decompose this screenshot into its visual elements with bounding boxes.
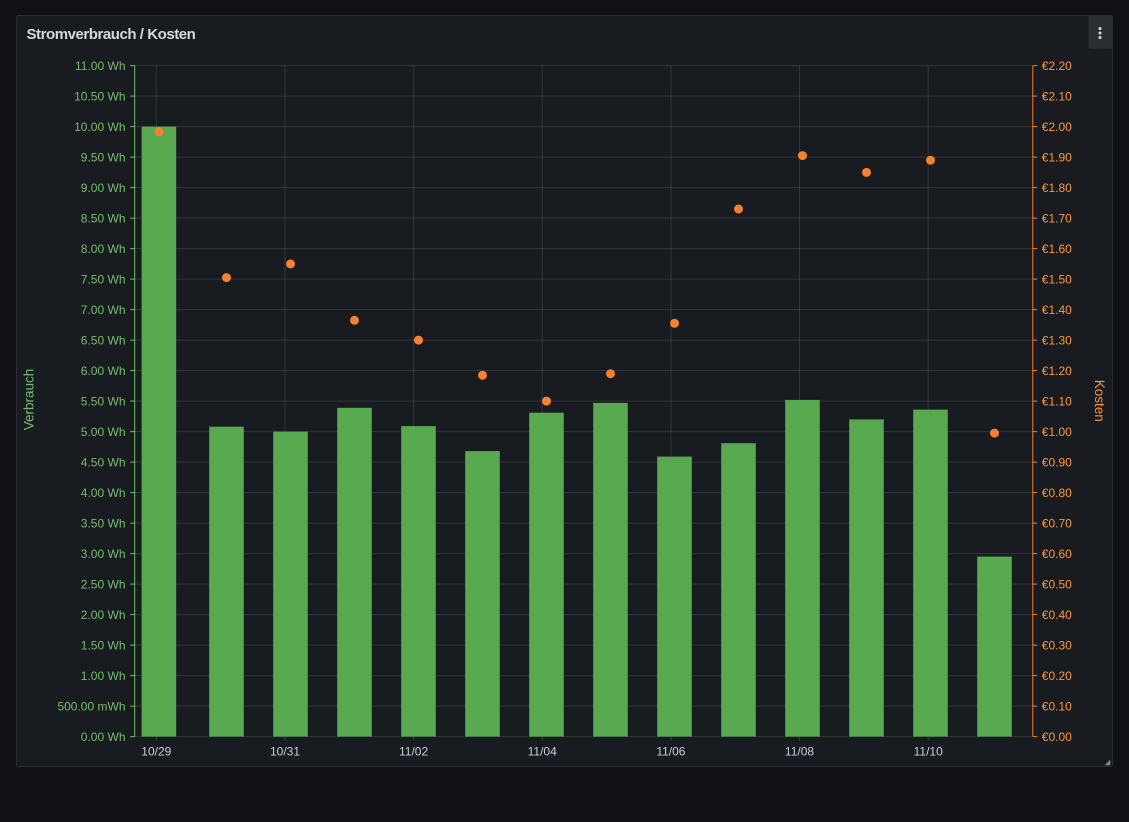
svg-text:10/31: 10/31: [270, 745, 300, 759]
svg-text:€2.20: €2.20: [1042, 59, 1072, 73]
svg-text:€1.00: €1.00: [1042, 425, 1072, 439]
svg-text:€1.30: €1.30: [1042, 333, 1072, 347]
svg-text:9.50 Wh: 9.50 Wh: [81, 150, 126, 164]
svg-text:€0.20: €0.20: [1042, 669, 1072, 683]
svg-text:6.00 Wh: 6.00 Wh: [81, 364, 126, 378]
svg-text:5.00 Wh: 5.00 Wh: [81, 425, 126, 439]
svg-text:11/06: 11/06: [656, 745, 685, 759]
svg-text:5.50 Wh: 5.50 Wh: [81, 394, 126, 408]
svg-text:7.00 Wh: 7.00 Wh: [81, 303, 126, 317]
svg-text:500.00 mWh: 500.00 mWh: [57, 699, 125, 713]
svg-text:3.00 Wh: 3.00 Wh: [81, 547, 126, 561]
svg-text:Kosten: Kosten: [1092, 380, 1107, 422]
svg-text:8.50 Wh: 8.50 Wh: [81, 211, 126, 225]
svg-text:0.00 Wh: 0.00 Wh: [81, 730, 126, 744]
svg-text:€1.90: €1.90: [1042, 150, 1072, 164]
svg-text:6.50 Wh: 6.50 Wh: [81, 333, 126, 347]
svg-text:10.00 Wh: 10.00 Wh: [74, 120, 125, 134]
svg-text:€0.40: €0.40: [1042, 608, 1072, 622]
svg-text:€0.90: €0.90: [1042, 455, 1072, 469]
svg-text:€1.60: €1.60: [1042, 242, 1072, 256]
svg-text:€0.00: €0.00: [1042, 730, 1072, 744]
svg-text:2.00 Wh: 2.00 Wh: [81, 608, 126, 622]
svg-text:11/10: 11/10: [914, 745, 943, 759]
svg-text:€1.70: €1.70: [1042, 211, 1072, 225]
svg-text:11/02: 11/02: [399, 745, 428, 759]
svg-text:3.50 Wh: 3.50 Wh: [81, 516, 126, 530]
svg-text:11/08: 11/08: [785, 745, 814, 759]
svg-text:€1.20: €1.20: [1042, 364, 1072, 378]
svg-text:€2.00: €2.00: [1042, 120, 1072, 134]
svg-text:7.50 Wh: 7.50 Wh: [81, 272, 126, 286]
svg-text:4.50 Wh: 4.50 Wh: [81, 455, 126, 469]
svg-text:9.00 Wh: 9.00 Wh: [81, 181, 126, 195]
svg-text:10/29: 10/29: [141, 745, 171, 759]
svg-text:€2.10: €2.10: [1042, 89, 1072, 103]
svg-text:4.00 Wh: 4.00 Wh: [81, 486, 126, 500]
svg-text:€1.10: €1.10: [1042, 394, 1072, 408]
svg-text:1.50 Wh: 1.50 Wh: [81, 638, 126, 652]
svg-text:€0.30: €0.30: [1042, 638, 1072, 652]
svg-text:11/04: 11/04: [528, 745, 557, 759]
svg-text:€0.60: €0.60: [1042, 547, 1072, 561]
svg-text:€1.50: €1.50: [1042, 272, 1072, 286]
svg-text:1.00 Wh: 1.00 Wh: [81, 669, 126, 683]
svg-text:€0.10: €0.10: [1042, 699, 1072, 713]
svg-text:Stromverbrauch / Kosten: Stromverbrauch / Kosten: [27, 26, 196, 43]
svg-text:Verbrauch: Verbrauch: [22, 369, 37, 431]
svg-text:€1.80: €1.80: [1042, 181, 1072, 195]
svg-text:€0.70: €0.70: [1042, 516, 1072, 530]
svg-text:11.00 Wh: 11.00 Wh: [75, 59, 125, 73]
svg-text:10.50 Wh: 10.50 Wh: [74, 89, 125, 103]
svg-text:2.50 Wh: 2.50 Wh: [81, 577, 126, 591]
svg-text:8.00 Wh: 8.00 Wh: [81, 242, 126, 256]
svg-text:€0.80: €0.80: [1042, 486, 1072, 500]
svg-text:€1.40: €1.40: [1042, 303, 1072, 317]
svg-text:€0.50: €0.50: [1042, 577, 1072, 591]
